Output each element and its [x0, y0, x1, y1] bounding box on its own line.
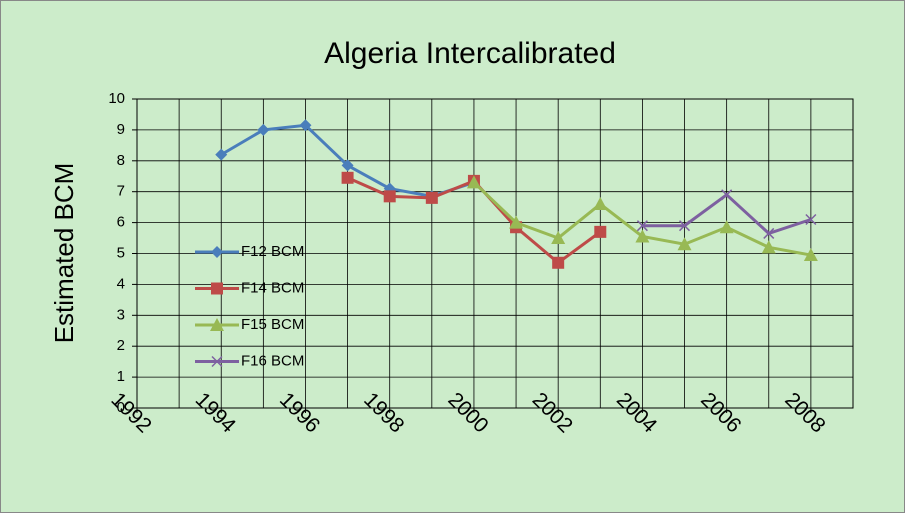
y-tick-label: 8 — [117, 152, 125, 169]
y-tick-label: 5 — [117, 244, 125, 261]
y-tick-label: 7 — [117, 183, 125, 200]
y-tick-label: 9 — [117, 121, 125, 138]
legend-label: F12 BCM — [241, 243, 304, 260]
legend-label: F15 BCM — [241, 316, 304, 333]
y-tick-label: 6 — [117, 214, 125, 231]
marker — [341, 171, 354, 184]
marker — [719, 220, 734, 234]
y-axis-label: Estimated BCM — [49, 163, 79, 344]
y-tick-label: 1 — [117, 368, 125, 385]
legend-marker — [210, 318, 224, 331]
marker — [551, 231, 566, 245]
y-tick-label: 2 — [117, 337, 125, 354]
legend-marker — [211, 282, 223, 295]
marker — [593, 197, 608, 211]
y-tick-label: 4 — [117, 275, 125, 292]
legend-marker — [211, 355, 223, 368]
legend-label: F14 BCM — [241, 279, 304, 296]
marker — [341, 159, 354, 172]
marker — [803, 248, 818, 262]
marker — [761, 240, 776, 254]
marker — [721, 189, 733, 201]
marker — [299, 119, 312, 132]
marker — [677, 237, 692, 251]
marker — [215, 148, 228, 161]
marker — [552, 256, 565, 269]
y-tick-label: 3 — [117, 306, 125, 323]
marker — [805, 213, 817, 226]
marker — [466, 175, 481, 189]
marker — [257, 123, 270, 136]
marker — [763, 227, 775, 239]
marker — [636, 220, 648, 232]
y-tick-label: 10 — [108, 90, 125, 107]
marker — [678, 220, 691, 232]
marker — [425, 191, 438, 204]
marker — [509, 215, 524, 229]
marker — [594, 225, 607, 238]
y-tick-label: 0 — [117, 399, 125, 416]
legend-marker — [211, 246, 223, 258]
legend-label: F16 BCM — [241, 352, 304, 369]
chart-title: Algeria Intercalibrated — [324, 37, 616, 70]
marker — [383, 190, 396, 203]
marker — [635, 229, 650, 243]
